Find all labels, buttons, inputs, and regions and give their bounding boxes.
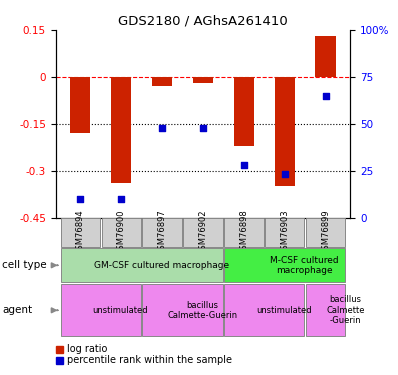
- Point: [159, 124, 165, 130]
- Text: log ratio: log ratio: [67, 344, 107, 354]
- Point: [77, 196, 84, 202]
- Bar: [152, 77, 172, 86]
- Bar: [183, 218, 222, 247]
- Text: GSM76897: GSM76897: [158, 210, 167, 255]
- Bar: [70, 77, 90, 133]
- Text: percentile rank within the sample: percentile rank within the sample: [67, 356, 232, 365]
- Title: GDS2180 / AGhsA261410: GDS2180 / AGhsA261410: [118, 15, 288, 27]
- Bar: [224, 218, 263, 247]
- Bar: [316, 36, 336, 77]
- Bar: [101, 218, 141, 247]
- Bar: [60, 284, 141, 336]
- Bar: [193, 77, 213, 83]
- Text: GSM76903: GSM76903: [280, 210, 289, 255]
- Text: bacillus
Calmette-Guerin: bacillus Calmette-Guerin: [167, 301, 237, 320]
- Point: [118, 196, 124, 202]
- Bar: [234, 77, 254, 146]
- Point: [322, 93, 329, 99]
- Bar: [60, 218, 100, 247]
- Text: cell type: cell type: [2, 260, 47, 270]
- Bar: [275, 77, 295, 186]
- Point: [241, 162, 247, 168]
- Text: unstimulated: unstimulated: [256, 306, 312, 315]
- Bar: [306, 218, 345, 247]
- Bar: [306, 284, 345, 336]
- Bar: [224, 284, 304, 336]
- Text: GSM76899: GSM76899: [321, 210, 330, 255]
- Bar: [224, 248, 345, 282]
- Bar: [142, 218, 182, 247]
- Bar: [111, 77, 131, 183]
- Bar: [142, 284, 222, 336]
- Text: agent: agent: [2, 305, 32, 315]
- Point: [200, 124, 206, 130]
- Text: M-CSF cultured
macrophage: M-CSF cultured macrophage: [270, 256, 339, 275]
- Text: GSM76894: GSM76894: [76, 210, 85, 255]
- Text: GSM76902: GSM76902: [199, 210, 207, 255]
- Bar: [265, 218, 304, 247]
- Text: GSM76898: GSM76898: [239, 210, 248, 255]
- Text: GM-CSF cultured macrophage: GM-CSF cultured macrophage: [94, 261, 229, 270]
- Text: GSM76900: GSM76900: [117, 210, 126, 255]
- Point: [282, 171, 288, 177]
- Text: unstimulated: unstimulated: [93, 306, 148, 315]
- Text: bacillus
Calmette
-Guerin: bacillus Calmette -Guerin: [326, 296, 365, 325]
- Bar: [60, 248, 222, 282]
